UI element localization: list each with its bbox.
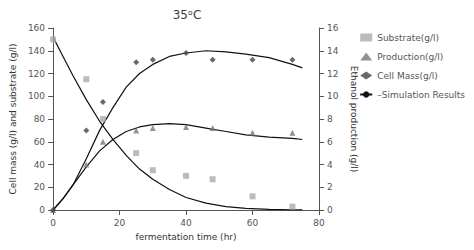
svg-text:0: 0 — [39, 205, 45, 215]
svg-text:fermentation time (hr): fermentation time (hr) — [136, 232, 237, 242]
svg-text:10: 10 — [327, 91, 339, 101]
svg-text:8: 8 — [327, 114, 333, 124]
svg-text:Cell Mass(g/l): Cell Mass(g/l) — [377, 71, 438, 81]
svg-text:20: 20 — [114, 218, 126, 228]
svg-text:–Simulation Results: –Simulation Results — [377, 90, 465, 100]
svg-text:140: 140 — [28, 46, 45, 56]
svg-text:80: 80 — [313, 218, 325, 228]
svg-text:6: 6 — [327, 137, 333, 147]
svg-text:35ᵒC: 35ᵒC — [173, 8, 202, 22]
svg-text:60: 60 — [34, 137, 46, 147]
svg-text:14: 14 — [327, 46, 339, 56]
svg-text:100: 100 — [28, 91, 45, 101]
svg-text:Ethanol production (g/l): Ethanol production (g/l) — [349, 66, 359, 172]
svg-text:12: 12 — [327, 69, 338, 79]
svg-text:Production(g/l): Production(g/l) — [377, 52, 443, 62]
svg-text:120: 120 — [28, 69, 45, 79]
svg-text:40: 40 — [34, 160, 46, 170]
svg-text:Cell mass (g/l) and substrate: Cell mass (g/l) and substrate (g/l) — [8, 44, 18, 195]
svg-text:40: 40 — [180, 218, 192, 228]
svg-text:60: 60 — [247, 218, 259, 228]
svg-text:Substrate(g/l): Substrate(g/l) — [377, 33, 439, 43]
svg-text:0: 0 — [327, 205, 333, 215]
svg-text:16: 16 — [327, 23, 339, 33]
svg-text:4: 4 — [327, 160, 333, 170]
svg-text:20: 20 — [34, 182, 46, 192]
svg-text:160: 160 — [28, 23, 45, 33]
svg-text:80: 80 — [34, 114, 46, 124]
svg-text:2: 2 — [327, 182, 333, 192]
svg-text:0: 0 — [50, 218, 56, 228]
